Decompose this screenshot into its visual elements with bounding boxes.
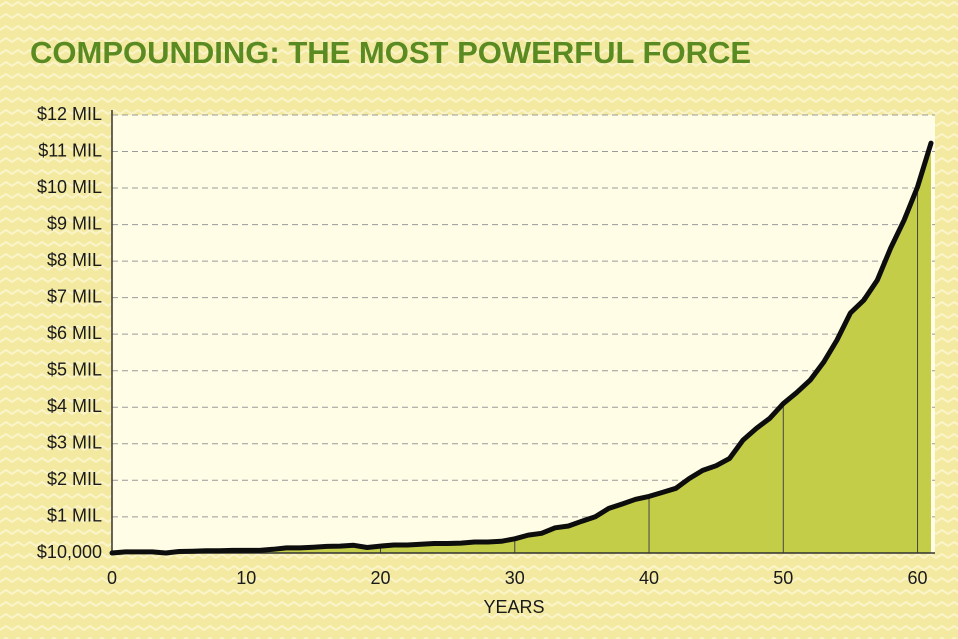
x-tick-label: 20	[370, 568, 390, 588]
y-tick-label: $1 MIL	[47, 506, 102, 526]
x-tick-label: 30	[505, 568, 525, 588]
y-tick-label: $10,000	[37, 542, 102, 562]
x-tick-label: 40	[639, 568, 659, 588]
y-tick-label: $12 MIL	[37, 104, 102, 124]
y-tick-label: $5 MIL	[47, 359, 102, 379]
y-tick-label: $7 MIL	[47, 286, 102, 306]
y-tick-label: $3 MIL	[47, 433, 102, 453]
x-tick-label: 60	[908, 568, 928, 588]
chart-title: COMPOUNDING: THE MOST POWERFUL FORCE	[30, 35, 751, 70]
y-tick-label: $9 MIL	[47, 213, 102, 233]
y-tick-label: $2 MIL	[47, 469, 102, 489]
y-tick-label: $8 MIL	[47, 250, 102, 270]
x-tick-label: 10	[236, 568, 256, 588]
line	[109, 140, 934, 556]
x-axis-label: YEARS	[483, 597, 544, 617]
y-tick-label: $6 MIL	[47, 323, 102, 343]
area	[112, 143, 931, 553]
x-tick-label: 0	[107, 568, 117, 588]
y-tick-label: $10 MIL	[37, 177, 102, 197]
x-tick-label: 50	[773, 568, 793, 588]
y-tick-label: $11 MIL	[38, 140, 102, 160]
y-tick-label: $4 MIL	[47, 396, 102, 416]
